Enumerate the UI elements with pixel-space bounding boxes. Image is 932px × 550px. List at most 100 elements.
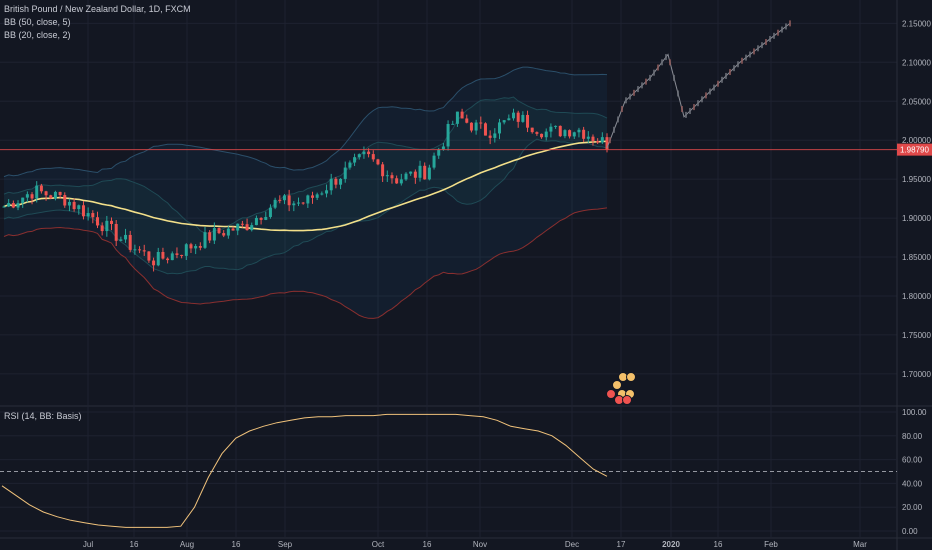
candle-body [554, 125, 558, 127]
candle-body [329, 178, 333, 191]
candle-body [596, 141, 600, 143]
projection-bar [713, 84, 715, 91]
candle-body [142, 250, 146, 252]
projection-bar [757, 45, 759, 52]
candle-body [30, 194, 34, 199]
candle-body [273, 199, 277, 208]
candle-body [250, 225, 254, 231]
time-tick-label: Dec [565, 540, 579, 549]
event-marker-icon[interactable] [612, 380, 622, 390]
candle-body [39, 185, 43, 192]
candle-body [516, 112, 520, 122]
projection-bar [717, 80, 719, 87]
candle-body [446, 123, 450, 147]
candle-body [156, 251, 160, 266]
candle-body [577, 129, 581, 133]
projection-bar [745, 54, 747, 61]
price-tick-label: 1.85000 [902, 253, 931, 262]
rsi-tick-label: 60.00 [902, 456, 923, 465]
candle-body [325, 190, 329, 194]
time-tick-label: 17 [617, 540, 626, 549]
candle-body [521, 114, 525, 122]
candle-body [208, 232, 212, 241]
projection-bar [753, 48, 755, 55]
candle-body [21, 197, 25, 204]
candle-body [418, 165, 422, 178]
rsi-line [1, 413, 608, 528]
candle-body [526, 114, 530, 128]
candle-body [240, 223, 244, 225]
event-marker-icon[interactable] [606, 389, 616, 399]
candle-body [53, 191, 57, 199]
candle-body [334, 178, 338, 185]
candle-body [488, 135, 492, 138]
projection-bar [761, 42, 763, 49]
candle-body [432, 155, 436, 168]
candle-body [67, 201, 71, 206]
projection-bar [725, 72, 727, 79]
candle-body [7, 203, 11, 207]
projection-bar [689, 107, 691, 114]
candle-body [91, 213, 95, 218]
time-tick-label: Oct [372, 540, 385, 549]
projection-bar [701, 96, 703, 103]
candle-body [81, 205, 85, 217]
projection-bar [645, 78, 647, 85]
projection-bar [625, 97, 627, 104]
event-markers[interactable] [606, 372, 636, 405]
bb20-legend: BB (20, close, 2) [4, 30, 71, 40]
price-tick-label: 2.00000 [902, 136, 931, 145]
projection-bar [749, 51, 751, 58]
projection-bar [629, 93, 631, 100]
time-axis[interactable]: Jul 16 Aug 16 Sep Oct 16 Nov Dec 17 2020 16 Feb Mar [83, 540, 867, 549]
bb20-lower [3, 138, 608, 275]
candle-body [558, 125, 562, 137]
candle-body [441, 146, 445, 150]
rsi-tick-label: 20.00 [902, 503, 923, 512]
projection-bar [641, 82, 643, 89]
projection-bar [741, 57, 743, 64]
event-marker-icon[interactable] [622, 395, 632, 405]
time-tick-label: Aug [180, 540, 194, 549]
time-tick-label: Sep [278, 540, 293, 549]
projection-bar [737, 61, 739, 68]
candle-body [194, 246, 198, 249]
candle-body [507, 118, 511, 121]
candle-body [381, 164, 385, 177]
rsi-legend: RSI (14, BB: Basis) [4, 411, 82, 421]
candle-body [189, 244, 193, 249]
candle-body [175, 253, 179, 255]
projection-bar [781, 26, 783, 33]
bb50-lower [3, 207, 608, 319]
rsi-tick-label: 80.00 [902, 432, 923, 441]
projection-bar [649, 74, 651, 81]
rsi-tick-label: 40.00 [902, 479, 923, 488]
price-axis[interactable]: 2.15000 2.10000 2.05000 2.00000 1.95000 1.900… [902, 19, 931, 378]
candle-body [353, 157, 357, 163]
candle-body [124, 234, 128, 240]
candle-body [25, 194, 29, 198]
current-price-line: 1.98790 [0, 143, 932, 156]
price-tick-label: 1.95000 [902, 175, 931, 184]
projection-bar [733, 65, 735, 72]
projection-bar [661, 59, 663, 66]
projection-bar [705, 92, 707, 99]
candle-body [413, 171, 417, 178]
candle-body [58, 191, 62, 196]
candle-body [437, 149, 441, 156]
candle-body [203, 232, 207, 248]
projection-bar [609, 137, 611, 144]
candle-body [259, 217, 263, 220]
candle-body [320, 193, 324, 195]
price-tick-label: 1.75000 [902, 331, 931, 340]
candle-body [138, 249, 142, 251]
projection-drawing[interactable] [606, 20, 791, 149]
rsi-tick-label: 100.00 [902, 408, 927, 417]
event-marker-icon[interactable] [626, 372, 636, 382]
candle-body [563, 130, 567, 137]
candle-body [49, 195, 53, 199]
bb50-legend: BB (50, close, 5) [4, 17, 71, 27]
time-tick-label: Jul [83, 540, 93, 549]
candle-body [423, 165, 427, 180]
